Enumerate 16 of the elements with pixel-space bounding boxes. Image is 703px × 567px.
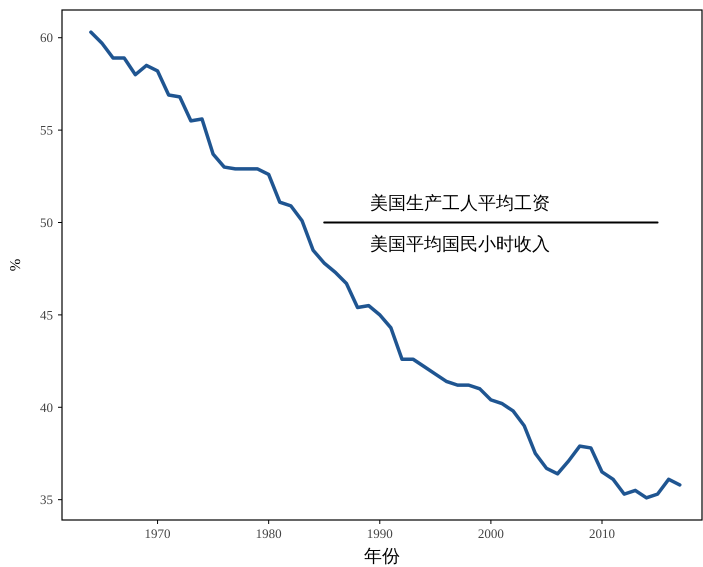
y-tick-label: 50 <box>40 215 53 230</box>
y-tick-label: 55 <box>40 122 53 138</box>
y-tick-label: 35 <box>40 492 53 508</box>
annotation: 美国生产工人平均工资 <box>370 193 550 214</box>
x-axis-title: 年份 <box>364 546 400 567</box>
x-tick-label: 1970 <box>144 526 171 541</box>
y-tick-label: 40 <box>40 400 53 415</box>
y-axis-title: % <box>8 258 24 272</box>
x-tick-label: 2000 <box>478 526 504 541</box>
line-series <box>89 30 682 500</box>
x-tick-label: 1990 <box>366 526 393 541</box>
y-tick-label: 60 <box>40 30 53 46</box>
y-tick-label: 45 <box>40 307 53 322</box>
x-tick-label: 1980 <box>256 526 282 541</box>
annotation: 美国平均国民小时收入 <box>370 234 550 255</box>
x-tick-label: 2010 <box>589 526 615 541</box>
